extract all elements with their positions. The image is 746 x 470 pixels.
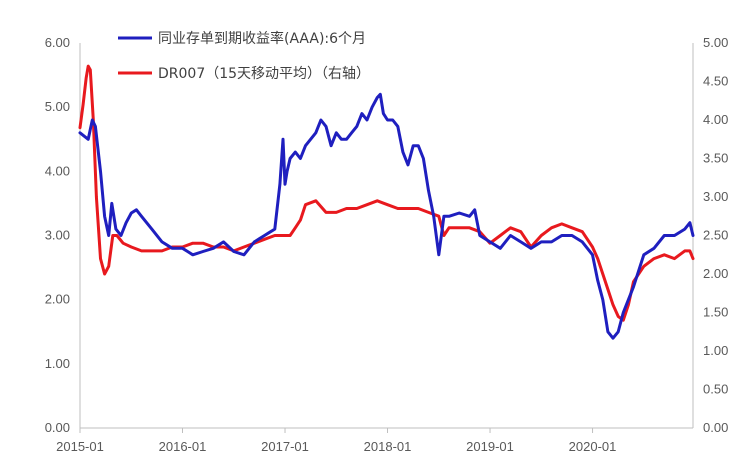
legend-label-series-2: DR007（15天移动平均）（右轴） — [158, 66, 370, 82]
right-y-tick-label: 2.00 — [703, 266, 728, 281]
x-tick-labels: 2015-01 2016-01 2017-01 2018-01 2019-01 2020-… — [56, 428, 616, 454]
x-tick-label: 2015-01 — [56, 439, 104, 454]
left-y-tick-label: 1.00 — [45, 356, 70, 371]
x-tick-label: 2016-01 — [159, 439, 207, 454]
series-line-2 — [78, 64, 695, 322]
plot-area — [79, 43, 694, 429]
right-y-tick-label: 3.00 — [703, 189, 728, 204]
right-y-tick-label: 2.50 — [703, 228, 728, 243]
right-y-tick-label: 1.00 — [703, 343, 728, 358]
right-y-tick-label: 0.00 — [703, 420, 728, 435]
x-tick-label: 2019-01 — [466, 439, 514, 454]
right-y-tick-labels: 0.00 0.50 1.00 1.50 2.00 2.50 3.00 3.50 4.00 4.50… — [703, 35, 728, 435]
right-y-tick-label: 0.50 — [703, 382, 728, 397]
right-y-tick-label: 3.50 — [703, 151, 728, 166]
x-tick-label: 2020-01 — [569, 439, 617, 454]
left-y-tick-label: 2.00 — [45, 292, 70, 307]
right-y-tick-label: 4.50 — [703, 74, 728, 89]
series-line-1 — [78, 92, 695, 340]
right-y-tick-label: 4.00 — [703, 112, 728, 127]
left-y-tick-label: 4.00 — [45, 163, 70, 178]
legend-item-series-2: DR007（15天移动平均）（右轴） — [118, 66, 370, 82]
left-y-tick-label: 3.00 — [45, 228, 70, 243]
legend: 同业存单到期收益率(AAA):6个月 DR007（15天移动平均）（右轴） — [118, 30, 370, 82]
right-y-tick-label: 5.00 — [703, 35, 728, 50]
left-y-tick-label: 0.00 — [45, 420, 70, 435]
right-y-tick-label: 1.50 — [703, 305, 728, 320]
x-tick-label: 2018-01 — [364, 439, 412, 454]
left-y-tick-label: 6.00 — [45, 35, 70, 50]
series-layer — [78, 64, 695, 340]
left-y-tick-labels: 0.00 1.00 2.00 3.00 4.00 5.00 6.00 — [45, 35, 70, 435]
x-tick-label: 2017-01 — [261, 439, 309, 454]
left-y-tick-label: 5.00 — [45, 99, 70, 114]
legend-label-series-1: 同业存单到期收益率(AAA):6个月 — [158, 30, 366, 47]
legend-item-series-1: 同业存单到期收益率(AAA):6个月 — [118, 30, 366, 47]
